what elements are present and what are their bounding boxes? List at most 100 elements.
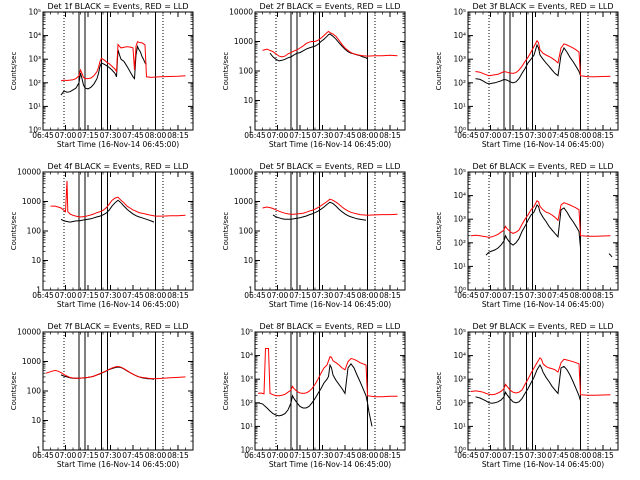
x-axis-title: Start Time (16-Nov-14 06:45:00) (482, 460, 604, 469)
chart-title: Det 3f BLACK = Events, RED = LLD (472, 2, 613, 11)
x-tick-label: 07:30 (312, 291, 334, 300)
x-axis-title: Start Time (16-Nov-14 06:45:00) (269, 300, 391, 309)
y-tick-label: 10¹ (453, 422, 466, 431)
x-tick-label: 08:00 (357, 451, 379, 460)
series-line-events (60, 44, 147, 96)
y-tick-label: 10⁵ (240, 328, 253, 337)
series-line-lld (262, 30, 398, 58)
plot-frame (42, 171, 194, 291)
series-line-events (608, 253, 613, 258)
x-tick-label: 07:30 (312, 131, 334, 140)
chart-title: Det 1f BLACK = Events, RED = LLD (47, 2, 188, 11)
x-tick-label: 08:15 (379, 451, 401, 460)
x-axis-title: Start Time (16-Nov-14 06:45:00) (269, 460, 391, 469)
x-axis-title: Start Time (16-Nov-14 06:45:00) (482, 140, 604, 149)
y-tick-label: 100 (27, 227, 42, 236)
x-tick-label: 07:00 (267, 451, 289, 460)
x-tick-label: 07:00 (267, 131, 289, 140)
plot-frame (467, 331, 619, 451)
y-axis-title: Counts/sec (222, 52, 230, 91)
chart-title: Det 8f BLACK = Events, RED = LLD (259, 322, 400, 331)
series-line-lld (262, 198, 398, 216)
y-tick-label: 100 (239, 227, 254, 236)
x-tick-label: 07:30 (525, 451, 547, 460)
x-tick-label: 07:45 (122, 291, 144, 300)
y-tick-label: 100 (239, 67, 254, 76)
x-tick-label: 07:15 (289, 131, 311, 140)
x-tick-label: 07:00 (267, 291, 289, 300)
x-tick-label: 06:45 (457, 131, 479, 140)
y-tick-label: 10⁴ (453, 191, 466, 200)
y-tick-label: 10⁴ (453, 351, 466, 360)
y-tick-label: 10000 (229, 8, 253, 17)
x-axis-title: Start Time (16-Nov-14 06:45:00) (57, 140, 179, 149)
chart-title: Det 5f BLACK = Events, RED = LLD (259, 162, 400, 171)
chart-panel-7: Det 7f BLACK = Events, RED = LLD 1 10 100 10… (10, 322, 194, 469)
plot-frame (467, 171, 619, 291)
series-line-events (60, 199, 155, 223)
y-tick-label: 10⁰ (453, 286, 466, 295)
x-tick-label: 08:15 (592, 291, 614, 300)
y-tick-label: 10⁵ (453, 168, 466, 177)
x-tick-label: 07:45 (122, 451, 144, 460)
y-tick-label: 10⁰ (240, 446, 253, 455)
series-line-lld (257, 348, 398, 398)
x-tick-label: 06:45 (32, 291, 54, 300)
y-tick-label: 10 (31, 256, 41, 265)
y-axis-title: Counts/sec (435, 212, 443, 251)
series-line-lld (50, 180, 186, 218)
chart-title: Det 7f BLACK = Events, RED = LLD (47, 322, 188, 331)
y-tick-label: 10³ (453, 375, 466, 384)
y-tick-label: 1 (36, 446, 41, 455)
x-tick-label: 07:45 (334, 131, 356, 140)
x-tick-label: 07:15 (289, 291, 311, 300)
x-tick-label: 08:00 (145, 291, 167, 300)
chart-panel-1: Det 1f BLACK = Events, RED = LLD 10⁰ 10¹ 10… (10, 2, 194, 149)
x-tick-label: 07:45 (547, 131, 569, 140)
y-tick-label: 10000 (229, 168, 253, 177)
y-tick-label: 10⁵ (28, 8, 41, 17)
y-tick-label: 1 (248, 126, 253, 135)
x-tick-label: 07:00 (55, 451, 77, 460)
series-line-lld (470, 200, 611, 238)
x-tick-label: 07:00 (55, 291, 77, 300)
y-tick-label: 10³ (240, 375, 253, 384)
chart-panel-8: Det 8f BLACK = Events, RED = LLD 10⁰ 10¹ 10… (222, 322, 406, 469)
x-tick-label: 08:00 (570, 131, 592, 140)
x-tick-label: 07:15 (77, 451, 99, 460)
y-tick-label: 1000 (234, 37, 253, 46)
chart-panel-9: Det 9f BLACK = Events, RED = LLD 10⁰ 10¹ 10… (435, 322, 619, 469)
x-tick-label: 08:15 (167, 131, 189, 140)
y-tick-label: 100 (27, 387, 42, 396)
chart-title: Det 2f BLACK = Events, RED = LLD (259, 2, 400, 11)
x-tick-label: 07:45 (122, 131, 144, 140)
x-tick-label: 07:15 (289, 451, 311, 460)
x-tick-label: 07:45 (334, 451, 356, 460)
y-tick-label: 10000 (17, 168, 41, 177)
x-tick-label: 07:30 (312, 451, 334, 460)
y-tick-label: 10000 (17, 328, 41, 337)
series-line-events (475, 43, 581, 85)
x-tick-label: 07:00 (55, 131, 77, 140)
x-tick-label: 07:15 (502, 291, 524, 300)
y-tick-label: 10⁴ (28, 31, 41, 40)
y-tick-label: 10² (453, 398, 466, 407)
series-line-events (269, 33, 368, 62)
y-axis-title: Counts/sec (222, 372, 230, 411)
chart-panel-2: Det 2f BLACK = Events, RED = LLD 1 10 100 10… (222, 2, 406, 149)
chart-panel-4: Det 4f BLACK = Events, RED = LLD 1 10 100 10… (10, 162, 194, 309)
y-tick-label: 1 (36, 286, 41, 295)
x-tick-label: 08:00 (570, 291, 592, 300)
x-tick-label: 08:00 (357, 291, 379, 300)
y-tick-label: 1000 (22, 197, 41, 206)
x-tick-label: 07:30 (100, 291, 122, 300)
x-tick-label: 08:00 (145, 451, 167, 460)
x-tick-label: 08:15 (167, 291, 189, 300)
x-tick-label: 08:15 (592, 131, 614, 140)
chart-title: Det 9f BLACK = Events, RED = LLD (472, 322, 613, 331)
series-line-lld (45, 365, 186, 380)
x-tick-label: 06:45 (32, 131, 54, 140)
x-tick-label: 08:15 (379, 131, 401, 140)
x-tick-label: 07:00 (480, 451, 502, 460)
